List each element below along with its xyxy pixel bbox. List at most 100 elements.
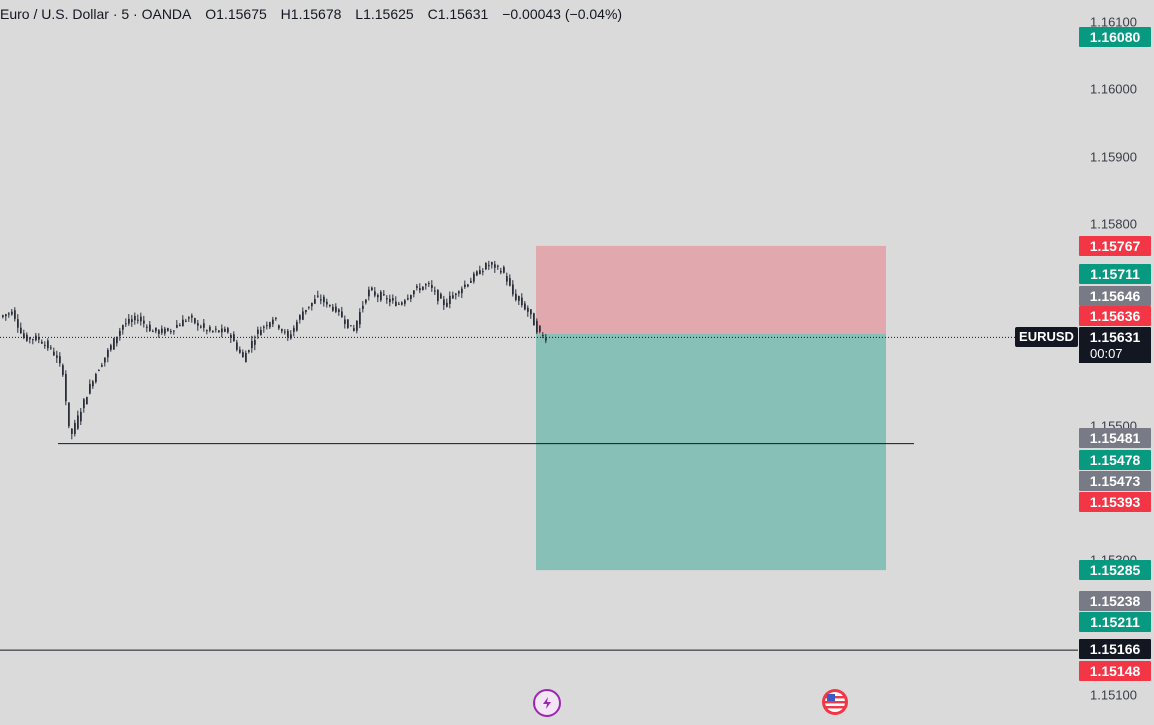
candle-body	[437, 289, 439, 302]
candle-body	[116, 336, 118, 344]
candle-body	[98, 370, 100, 372]
candle-body	[338, 309, 340, 312]
candle-body	[278, 325, 280, 329]
candle-body	[350, 325, 352, 327]
candle-body	[506, 276, 508, 282]
candle-body	[371, 287, 373, 291]
candle-body	[530, 309, 532, 315]
last-price-tag: 1.15631	[1079, 327, 1151, 347]
candle-body	[170, 331, 172, 333]
candle-body	[401, 302, 403, 305]
candle-body	[482, 271, 484, 273]
candle-body	[398, 303, 400, 305]
candle-body	[173, 330, 175, 332]
candle-body	[374, 291, 376, 296]
candle-body	[503, 267, 505, 273]
candle-body	[158, 330, 160, 334]
candle-body	[440, 293, 442, 299]
candle-body	[431, 285, 433, 288]
candle-body	[470, 280, 472, 283]
candle-body	[179, 325, 181, 327]
candle-body	[494, 264, 496, 268]
price-tag: 1.15238	[1079, 591, 1151, 611]
candle-body	[545, 338, 547, 341]
candle-body	[317, 295, 319, 297]
candle-body	[434, 290, 436, 292]
price-tag: 1.15285	[1079, 560, 1151, 580]
candle-body	[542, 335, 544, 337]
candle-body	[101, 365, 103, 367]
candle-body	[500, 270, 502, 273]
candle-body	[20, 327, 22, 334]
candle-body	[149, 324, 151, 331]
candle-body	[35, 335, 37, 341]
candle-body	[302, 311, 304, 320]
candle-body	[329, 304, 331, 306]
candle-body	[164, 328, 166, 334]
candle-body	[464, 284, 466, 287]
chart-legend: Euro / U.S. Dollar · 5 · OANDA O1.15675 …	[0, 6, 632, 22]
candle-body	[167, 328, 169, 331]
price-tag: 1.15148	[1079, 661, 1151, 681]
candle-body	[308, 306, 310, 308]
ohlc-high: H1.15678	[280, 6, 342, 22]
candle-body	[89, 383, 91, 394]
price-tag: 1.15166	[1079, 639, 1151, 659]
price-tag: 1.15646	[1079, 286, 1151, 306]
candle-body	[44, 344, 46, 346]
candle-body	[32, 339, 34, 341]
candle-body	[293, 327, 295, 332]
candle-body	[347, 319, 349, 328]
candle-body	[95, 374, 97, 382]
ohlc-change: −0.00043 (−0.04%)	[502, 6, 623, 22]
candle-body	[2, 315, 4, 318]
candle-body	[209, 326, 211, 331]
lightning-icon[interactable]	[533, 689, 561, 717]
candle-body	[266, 325, 268, 327]
price-tag: 1.15473	[1079, 471, 1151, 491]
candle-body	[194, 318, 196, 324]
candle-body	[518, 296, 520, 301]
candle-body	[137, 319, 139, 321]
candle-body	[239, 349, 241, 353]
candle-body	[353, 328, 355, 331]
candle-body	[326, 301, 328, 305]
candle-body	[263, 326, 265, 328]
candle-body	[218, 330, 220, 333]
candle-body	[404, 300, 406, 304]
candle-body	[539, 325, 541, 332]
candle-body	[74, 422, 76, 434]
candle-body	[233, 334, 235, 342]
candle-body	[443, 299, 445, 306]
candle-body	[536, 320, 538, 333]
candle-body	[143, 320, 145, 324]
candle-body	[284, 331, 286, 333]
candle-body	[272, 319, 274, 325]
candle-body	[467, 284, 469, 287]
candle-body	[71, 428, 73, 434]
candle-body	[269, 322, 271, 328]
candle-body	[176, 324, 178, 328]
symbol-title[interactable]: Euro / U.S. Dollar · 5 · OANDA	[0, 6, 192, 22]
candle-body	[68, 402, 70, 427]
candle-body	[212, 330, 214, 332]
candle-body	[86, 397, 88, 405]
candle-body	[185, 320, 187, 322]
us-flag-icon[interactable]	[822, 689, 848, 715]
candle-body	[410, 295, 412, 299]
bar-countdown: 00:07	[1079, 345, 1151, 363]
candle-body	[236, 342, 238, 350]
price-tag: 1.16080	[1079, 27, 1151, 47]
candle-body	[275, 317, 277, 319]
candle-body	[332, 306, 334, 311]
candle-body	[407, 298, 409, 300]
candle-body	[53, 351, 55, 356]
symbol-label: EURUSD	[1015, 327, 1078, 347]
ohlc-low: L1.15625	[355, 6, 414, 22]
candle-body	[380, 291, 382, 301]
candle-body	[485, 263, 487, 270]
candle-body	[341, 311, 343, 318]
candle-body	[188, 317, 190, 319]
candle-body	[80, 411, 82, 422]
